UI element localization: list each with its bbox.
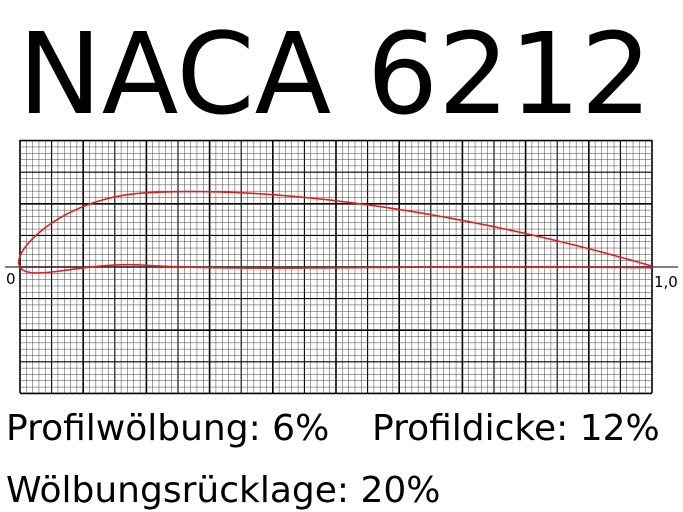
camber-position-label: Wölbungsrücklage: 20% xyxy=(6,470,441,511)
title: NACA 6212 xyxy=(18,10,652,140)
axis-start-label: 0 xyxy=(6,270,16,288)
graph-paper-grid xyxy=(19,139,653,395)
camber-label: Profilwölbung: 6% xyxy=(6,408,329,449)
lower-surface-curve xyxy=(19,263,652,274)
upper-surface-curve xyxy=(17,190,653,268)
thickness-label: Profildicke: 12% xyxy=(372,408,660,449)
axis-end-label: 1,0 xyxy=(654,273,678,291)
